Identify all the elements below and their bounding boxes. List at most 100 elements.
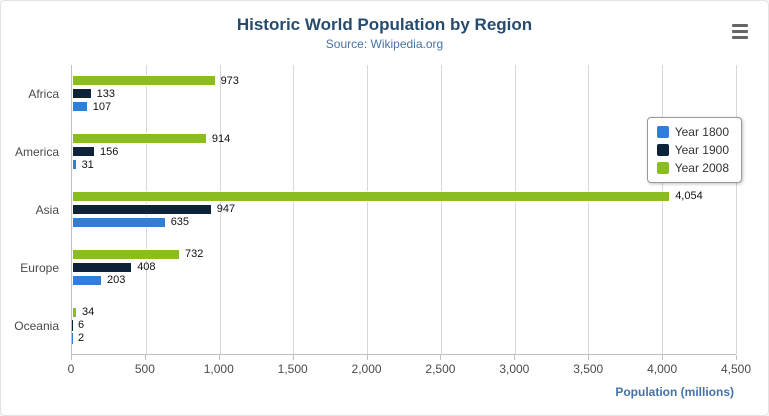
x-tick-label: 500	[134, 362, 155, 376]
bar[interactable]	[72, 261, 133, 273]
bar[interactable]	[72, 159, 77, 171]
bar-row: 408	[72, 261, 736, 274]
category-label-europe: Europe	[20, 261, 59, 275]
bar-row: 6	[72, 319, 736, 332]
bar-value-label: 34	[82, 306, 95, 319]
bar-group-oceania: 34 6 2	[72, 296, 736, 354]
x-tick-mark	[366, 355, 368, 360]
gridline	[367, 65, 369, 354]
bar-value-label: 133	[96, 87, 115, 100]
chart-title: Historic World Population by Region	[236, 15, 533, 34]
x-tick-label: 4,500	[720, 362, 752, 376]
legend-label: Year 1800	[674, 125, 729, 139]
bar[interactable]	[72, 88, 92, 100]
plot-area: 973 133 107 914 156 31 4,054 947 635 732 408 203 34 6…	[71, 65, 737, 355]
bar-row: 973	[72, 74, 736, 87]
bar[interactable]	[72, 190, 671, 202]
bar-group-europe: 732 408 203	[72, 238, 736, 296]
bar-group-america: 914 156 31	[72, 123, 736, 181]
bar-value-label: 408	[137, 261, 156, 274]
bar[interactable]	[72, 306, 78, 318]
x-tick-label: 1,500	[277, 362, 308, 376]
legend-label: Year 1900	[674, 143, 729, 157]
chart-subtitle: Source: Wikipedia.org	[325, 37, 444, 51]
category-label-oceania: Oceania	[14, 319, 59, 333]
bar-row: 914	[72, 132, 736, 145]
bar-value-label: 2	[78, 332, 85, 345]
bar-row: 635	[72, 216, 736, 229]
bar-row: 107	[72, 100, 736, 113]
hamburger-menu-icon[interactable]	[728, 21, 752, 41]
gridline	[588, 65, 590, 354]
gridline	[514, 65, 516, 354]
x-axis-title: Population (millions)	[615, 385, 734, 399]
bar-row: 34	[72, 306, 736, 319]
bar-value-label: 31	[81, 158, 94, 171]
legend-swatch-icon	[656, 126, 669, 138]
x-tick-label: 1,000	[203, 362, 234, 376]
bar-value-label: 6	[78, 319, 85, 332]
bar-row: 203	[72, 274, 736, 287]
gridline	[736, 65, 737, 354]
gridline	[440, 65, 442, 354]
x-tick-label: 2,000	[351, 362, 382, 376]
bar[interactable]	[72, 248, 180, 260]
bar[interactable]	[72, 332, 73, 344]
y-axis-labels: Africa America Asia Europe Oceania	[1, 65, 65, 355]
bar[interactable]	[72, 133, 207, 145]
bar-group-africa: 973 133 107	[72, 65, 736, 123]
legend: Year 1800 Year 1900 Year 2008	[646, 117, 742, 183]
menu-bar	[732, 35, 748, 39]
legend-swatch-icon	[656, 144, 669, 156]
bar-value-label: 947	[216, 203, 236, 216]
bar[interactable]	[72, 319, 73, 331]
bar-value-label: 732	[185, 248, 204, 261]
x-tick-mark	[71, 355, 72, 360]
bar[interactable]	[72, 216, 166, 228]
x-tick-mark	[662, 355, 664, 360]
x-tick-mark	[144, 355, 146, 360]
bar-value-label: 914	[211, 132, 231, 145]
legend-item-year-1900[interactable]: Year 1900	[656, 143, 729, 157]
bar-value-label: 156	[100, 145, 119, 158]
gridline	[293, 65, 295, 354]
legend-item-year-2008[interactable]: Year 2008	[656, 161, 729, 175]
bar[interactable]	[72, 274, 102, 286]
bar-row: 732	[72, 248, 736, 261]
bar-value-label: 973	[220, 74, 239, 87]
menu-bar	[732, 29, 748, 33]
gridline	[662, 65, 664, 354]
bar-row: 133	[72, 87, 736, 100]
x-axis-ticks: 0 500 1,000 1,500 2,000 2,500 3,000 3,500 4,000 4…	[67, 355, 751, 379]
x-tick-mark	[440, 355, 442, 360]
bar[interactable]	[72, 101, 88, 113]
bar-value-label: 4,054	[675, 190, 703, 203]
x-tick-mark	[292, 355, 294, 360]
bar[interactable]	[72, 146, 96, 158]
legend-item-year-1800[interactable]: Year 1800	[656, 125, 729, 139]
bar[interactable]	[72, 203, 212, 215]
x-tick-mark	[218, 355, 220, 360]
x-tick-label: 3,500	[573, 362, 604, 376]
bar-row: 2	[72, 332, 736, 345]
x-tick-label: 2,500	[425, 362, 456, 376]
bar-value-label: 107	[92, 100, 112, 113]
category-label-america: America	[14, 145, 59, 159]
menu-bar	[732, 23, 748, 27]
legend-swatch-icon	[656, 162, 669, 174]
x-tick-label: 4,000	[647, 362, 678, 376]
x-tick-label: 0	[67, 362, 75, 376]
x-tick-mark	[588, 355, 590, 360]
category-label-asia: Asia	[35, 203, 59, 217]
category-label-africa: Africa	[28, 87, 59, 101]
bar-row: 4,054	[72, 190, 736, 203]
x-tick-mark	[514, 355, 516, 360]
bar-value-label: 635	[170, 216, 190, 229]
legend-label: Year 2008	[674, 161, 729, 175]
bar-value-label: 203	[106, 274, 126, 287]
bar[interactable]	[72, 75, 216, 87]
bar-row: 156	[72, 145, 736, 158]
gridline	[219, 65, 221, 354]
x-tick-label: 3,000	[499, 362, 530, 376]
